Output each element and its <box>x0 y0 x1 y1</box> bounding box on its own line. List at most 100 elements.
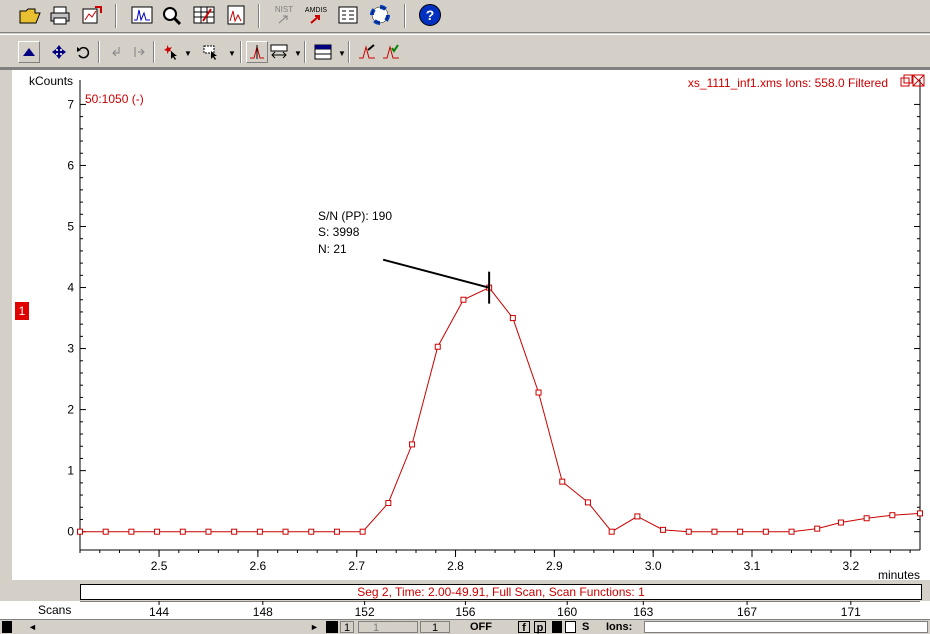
check-peak-icon[interactable] <box>380 41 402 63</box>
next-icon[interactable] <box>128 41 150 63</box>
scroll-thumb[interactable] <box>2 621 12 633</box>
undo-icon[interactable] <box>72 41 94 63</box>
data-point <box>889 512 896 519</box>
data-point <box>231 528 238 535</box>
y-tick-label: 2 <box>67 403 74 417</box>
data-point <box>863 515 870 522</box>
nist-label: NIST <box>274 5 294 14</box>
s-separator <box>552 621 562 633</box>
data-point <box>128 528 135 535</box>
toolbar-separator <box>348 41 350 63</box>
help-icon[interactable]: ? <box>418 3 442 27</box>
main-toolbar: NIST AMDIS ? <box>0 0 930 33</box>
data-point <box>77 528 83 535</box>
page-first-field[interactable]: 1 <box>340 621 354 634</box>
data-point <box>333 528 340 535</box>
data-point <box>359 528 366 535</box>
chevron-down-icon[interactable]: ▼ <box>294 49 302 58</box>
data-point <box>685 528 692 535</box>
annotation-leader-line <box>382 258 490 289</box>
lifebuoy-icon[interactable] <box>368 3 392 27</box>
page-end-field[interactable]: 1 <box>420 621 450 634</box>
y-tick-label: 1 <box>67 464 74 478</box>
list-icon[interactable] <box>336 3 360 27</box>
file-ions-label: xs_1111_inf1.xms Ions: 558.0 Filtered <box>688 76 888 90</box>
y-tick-label: 6 <box>67 158 74 172</box>
data-point <box>282 528 289 535</box>
peak-icon[interactable] <box>246 41 268 63</box>
y-unit-label: kCounts <box>29 74 73 88</box>
table-icon[interactable] <box>192 3 216 27</box>
s-checkbox[interactable] <box>565 621 576 633</box>
y-tick-label: 5 <box>67 219 74 233</box>
toolbar-separator <box>404 4 406 28</box>
y-tick-label: 0 <box>67 525 74 539</box>
mass-range-label: 50:1050 (-) <box>85 92 144 106</box>
page-current-field[interactable]: 1 <box>358 621 418 634</box>
open-folder-icon[interactable] <box>18 3 42 27</box>
plot-toolbar: ▼ ▼ ▼ ▼ <box>0 34 930 68</box>
prev-icon[interactable] <box>106 41 128 63</box>
x-tick-label: 3.2 <box>842 559 859 573</box>
up-arrow-icon[interactable] <box>18 41 40 63</box>
edit-chart-icon[interactable] <box>80 3 104 27</box>
s-label: S <box>582 621 590 633</box>
nist-icon[interactable]: NIST <box>272 3 296 27</box>
scan-axis-svg: 144 148 152 156 160 163 167 171 <box>80 601 920 619</box>
data-point <box>837 519 844 526</box>
data-point <box>737 528 744 535</box>
data-point <box>385 500 392 506</box>
restore-window-icon[interactable] <box>900 74 913 87</box>
ions-input[interactable] <box>644 621 928 633</box>
data-point <box>762 528 769 535</box>
data-point <box>205 528 212 535</box>
data-point <box>460 296 467 303</box>
x-tick-label: 3.0 <box>645 559 662 573</box>
report-icon[interactable] <box>224 3 248 27</box>
scans-axis: Scans 144 148 152 156 160 163 167 171 <box>0 601 930 619</box>
plot-frame-top <box>0 68 930 70</box>
trace-number-badge[interactable]: 1 <box>15 302 29 320</box>
scroll-left-icon[interactable]: ◄ <box>28 622 37 632</box>
move-icon[interactable] <box>48 41 70 63</box>
x-tick-label: 3.1 <box>744 559 761 573</box>
p-button[interactable]: p <box>534 621 546 634</box>
annotation-noise: N: 21 <box>318 242 347 256</box>
off-toggle[interactable]: OFF <box>470 621 492 633</box>
amdis-icon[interactable]: AMDIS <box>304 3 328 27</box>
toolbar-separator <box>98 41 100 63</box>
annotation-sn: S/N (PP): 190 <box>318 209 392 223</box>
chevron-down-icon[interactable]: ▼ <box>228 49 236 58</box>
integrate-icon[interactable] <box>356 41 378 63</box>
search-spectrum-icon[interactable] <box>160 3 184 27</box>
cursor-star-icon[interactable] <box>160 41 182 63</box>
scan-tick-label: 152 <box>355 605 375 619</box>
cursor-box-icon[interactable] <box>200 41 222 63</box>
scan-tick-label: 167 <box>737 605 757 619</box>
close-icon[interactable] <box>912 74 925 87</box>
data-point <box>634 513 641 520</box>
toolbar-separator <box>115 4 117 28</box>
data-point <box>409 441 416 448</box>
chromatogram-icon[interactable] <box>130 3 154 27</box>
toolbar-separator <box>240 41 242 63</box>
layout-icon[interactable] <box>312 41 334 63</box>
scan-tick-label: 163 <box>633 605 653 619</box>
chevron-down-icon[interactable]: ▼ <box>338 49 346 58</box>
data-point <box>535 389 542 396</box>
spectrum-compare-icon[interactable] <box>268 41 290 63</box>
series-line <box>80 287 921 533</box>
chevron-down-icon[interactable]: ▼ <box>184 49 192 58</box>
chromatogram-plot[interactable]: 0 1 2 3 4 5 6 7 2.5 2.6 2.7 2.8 2.9 3.0 3.1 3.2 kCounts… <box>12 70 930 580</box>
help-label: ? <box>419 4 441 26</box>
scans-label: Scans <box>38 603 72 617</box>
toolbar-separator <box>258 4 260 28</box>
print-icon[interactable] <box>48 3 72 27</box>
toolbar-separator <box>153 41 155 63</box>
ions-label: Ions: <box>606 621 633 633</box>
scroll-right-icon[interactable]: ► <box>310 622 319 632</box>
data-point <box>559 478 566 485</box>
page-first-icon[interactable] <box>326 621 338 633</box>
f-button[interactable]: f <box>518 621 530 634</box>
x-tick-label: 2.7 <box>348 559 365 573</box>
